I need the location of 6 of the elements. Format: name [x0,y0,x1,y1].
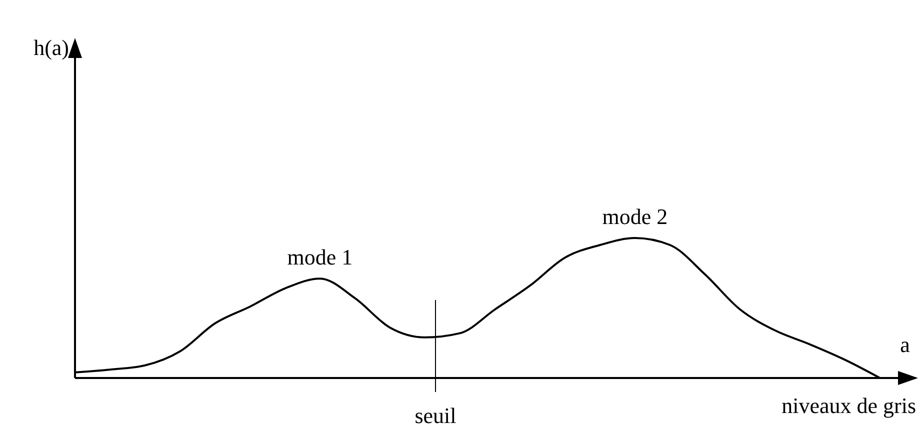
annotation: mode 1 [287,244,353,270]
x-axis-title: a [900,332,910,357]
text: mode 2 [602,204,668,229]
text: seuil [414,403,456,428]
text: niveaux de gris [782,393,916,418]
text: h(a) [34,35,69,60]
